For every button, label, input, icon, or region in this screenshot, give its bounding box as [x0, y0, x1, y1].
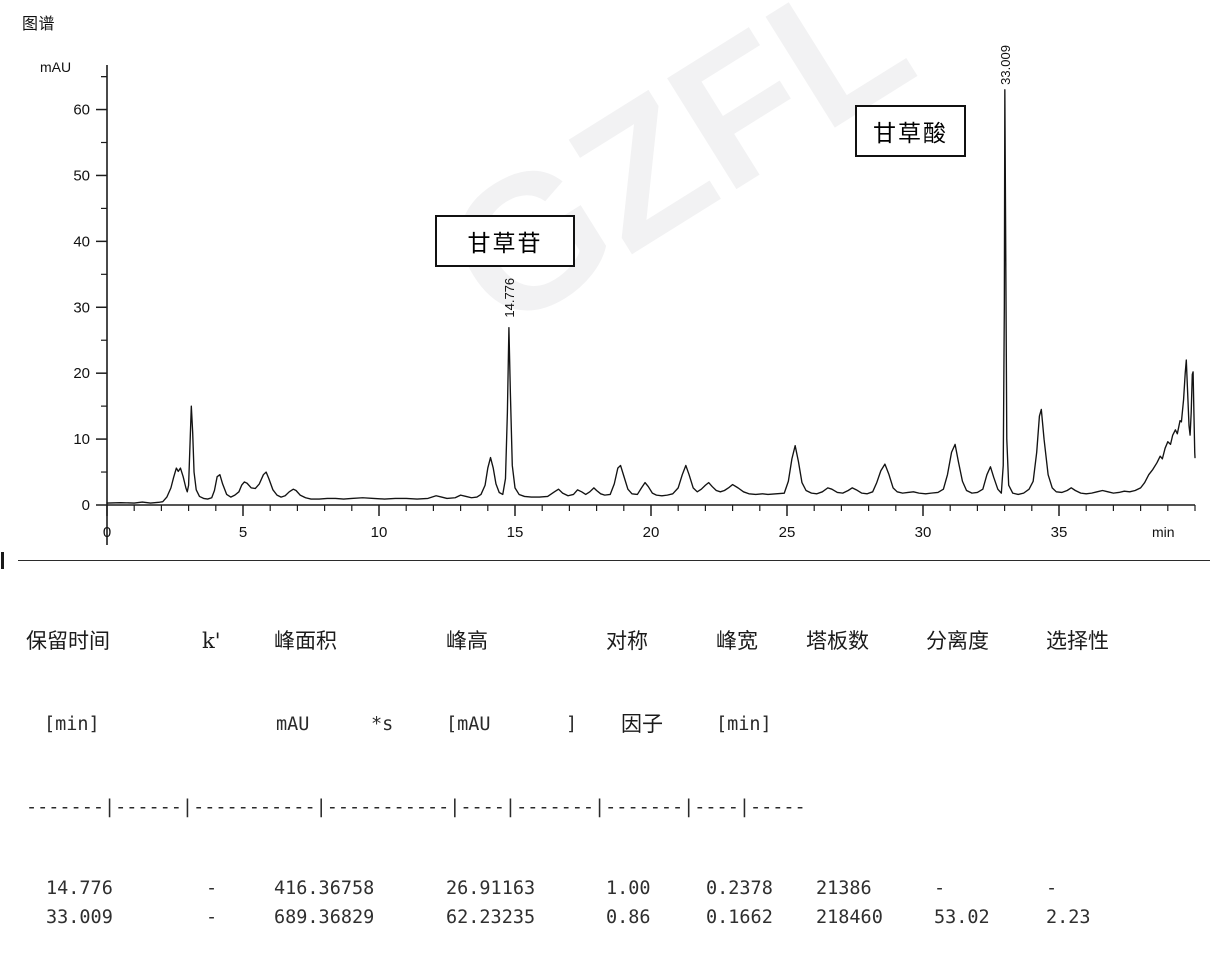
section-separator	[18, 560, 1210, 561]
y-tick-label: 20	[73, 365, 90, 382]
x-tick-label: 10	[371, 524, 388, 541]
y-tick-label: 60	[73, 102, 90, 119]
annotation-box-liquiritin: 甘草苷	[435, 215, 575, 267]
table-cell-height: 26.91163	[446, 878, 536, 899]
peak-retention-time-labels: 14.776 33.009	[502, 45, 1013, 318]
table-header-cell: 峰高	[446, 629, 488, 653]
table-header-cell: 选择性	[1046, 629, 1109, 653]
table-cell-resolution: 53.02	[934, 907, 990, 928]
table-cell-plates: 218460	[816, 907, 883, 928]
y-axis-ticks: 0 10 20 30 40 50 60	[73, 75, 107, 514]
x-tick-label: 35	[1051, 524, 1068, 541]
table-header-row-primary: 保留时间 k' 峰面积 峰高 对称 峰宽 塔板数 分离度 选择性	[26, 628, 1206, 657]
table-header-unit-cell: ]	[566, 714, 578, 735]
x-tick-label: 5	[239, 524, 247, 541]
table-header-unit-cell: *s	[371, 714, 394, 735]
table-cell-rt: 14.776	[46, 878, 113, 899]
table-body: 14.776 - 416.36758 26.91163 1.00 0.2378 21386 -…	[26, 875, 1206, 933]
table-cell-area: 689.36829	[274, 907, 375, 928]
table-header-cell: 分离度	[926, 629, 989, 653]
table-cell-resolution: -	[934, 878, 946, 899]
table-cell-k: -	[206, 878, 218, 899]
y-tick-label: 40	[73, 233, 90, 250]
x-tick-label: 0	[103, 524, 111, 541]
left-edge-mark	[1, 552, 4, 569]
table-header-unit-cell: [min]	[44, 714, 100, 735]
table-header-row-units: [min] mAU *s [mAU] 因子 [min]	[26, 711, 1206, 740]
y-tick-label: 30	[73, 299, 90, 316]
chromatogram-svg: 0 10 20 30 40 50 60 0 5 10 15 20 25 30 35 mAU min 14.…	[40, 45, 1196, 545]
table-cell-rt: 33.009	[46, 907, 113, 928]
x-axis-unit-label: min	[1152, 524, 1175, 540]
chromatogram-chart: 0 10 20 30 40 50 60 0 5 10 15 20 25 30 35 mAU min 14.…	[0, 40, 1225, 560]
table-header-cell: 对称	[606, 629, 648, 653]
x-tick-label: 25	[779, 524, 796, 541]
peak-rt-label: 14.776	[502, 278, 517, 318]
x-tick-label: 30	[915, 524, 932, 541]
table-header-unit-cell: [mAU	[446, 714, 491, 735]
table-header-cell: k'	[202, 629, 221, 653]
table-cell-area: 416.36758	[274, 878, 375, 899]
table-cell-width: 0.1662	[706, 907, 773, 928]
table-row: 14.776 - 416.36758 26.91163 1.00 0.2378 21386 -…	[26, 875, 1206, 904]
page-title: 图谱	[22, 14, 56, 33]
table-divider: -------|------|-----------|-----------|-…	[26, 797, 806, 818]
table-cell-plates: 21386	[816, 878, 872, 899]
annotation-box-glycyrrhizic-acid: 甘草酸	[855, 105, 966, 157]
x-tick-label: 15	[507, 524, 524, 541]
y-tick-label: 10	[73, 431, 90, 448]
table-header-cell: 峰宽	[716, 629, 758, 653]
y-axis-unit-label: mAU	[40, 59, 71, 75]
chromatogram-trace	[106, 89, 1196, 504]
table-cell-width: 0.2378	[706, 878, 773, 899]
table-header-unit-cell: [min]	[716, 714, 772, 735]
table-cell-symmetry: 0.86	[606, 907, 651, 928]
table-cell-symmetry: 1.00	[606, 878, 651, 899]
table-header-unit-cell: 因子	[621, 712, 663, 736]
x-tick-label: 20	[643, 524, 660, 541]
table-cell-selectivity: 2.23	[1046, 907, 1091, 928]
table-cell-k: -	[206, 907, 218, 928]
y-tick-label: 0	[82, 497, 90, 514]
x-axis-ticks: 0 5 10 15 20 25 30 35	[103, 505, 1196, 541]
table-header-cell: 峰面积	[274, 629, 337, 653]
peak-results-table: 保留时间 k' 峰面积 峰高 对称 峰宽 塔板数 分离度 选择性 [min] mAU *s [mAU]…	[26, 574, 1206, 960]
table-cell-height: 62.23235	[446, 907, 536, 928]
y-tick-label: 50	[73, 167, 90, 184]
table-header-cell: 塔板数	[806, 629, 869, 653]
table-row: 33.009 - 689.36829 62.23235 0.86 0.1662 218460…	[26, 904, 1206, 933]
table-header-unit-cell: mAU	[276, 714, 310, 735]
table-cell-selectivity: -	[1046, 878, 1058, 899]
peak-rt-label: 33.009	[998, 45, 1013, 85]
table-header-cell: 保留时间	[26, 629, 110, 653]
